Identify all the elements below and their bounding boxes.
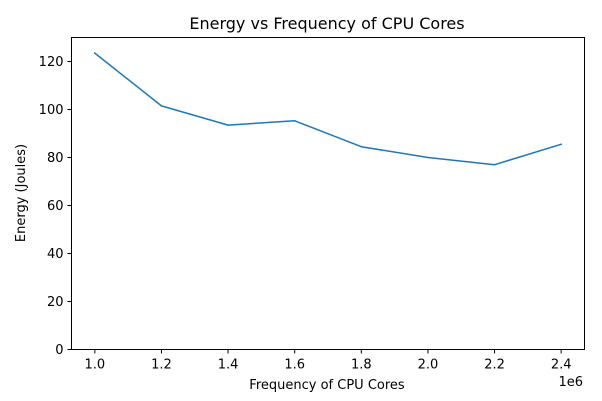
series-line-0 [93, 52, 563, 166]
x-axis-offset-label: 1e6 [558, 375, 583, 390]
data-point [94, 52, 96, 54]
y-tick-label: 100 [39, 103, 64, 118]
x-tick-label: 2.4 [551, 358, 572, 373]
x-tick-label: 1.0 [84, 358, 105, 373]
y-tick-label: 80 [47, 151, 64, 166]
x-tick-label: 1.4 [218, 358, 239, 373]
data-point [560, 143, 562, 146]
data-point [160, 105, 163, 107]
x-tick-label: 1.2 [151, 358, 172, 373]
data-point [227, 124, 229, 126]
y-axis: 0 20 40 60 80 100 120 [39, 55, 72, 358]
chart-title: Energy vs Frequency of CPU Cores [189, 14, 464, 33]
x-tick-label: 1.6 [284, 358, 305, 373]
plot-frame [71, 37, 585, 350]
y-tick-label: 0 [55, 343, 63, 358]
data-point [493, 163, 496, 166]
x-tick-label: 2.2 [484, 358, 505, 373]
x-axis-label: Frequency of CPU Cores [249, 378, 405, 393]
y-tick-label: 40 [47, 247, 64, 262]
y-tick-label: 120 [39, 55, 64, 70]
x-axis: 1.0 1.2 1.4 1.6 1.8 2.0 2.2 2.4 [84, 349, 572, 373]
data-point [293, 120, 296, 122]
x-tick-label: 2.0 [418, 358, 439, 373]
y-tick-label: 60 [47, 199, 64, 214]
y-axis-label: Energy (Joules) [14, 144, 29, 242]
data-point [427, 156, 429, 159]
x-tick-label: 1.8 [351, 358, 372, 373]
data-point [360, 145, 363, 148]
y-tick-label: 20 [47, 295, 64, 310]
